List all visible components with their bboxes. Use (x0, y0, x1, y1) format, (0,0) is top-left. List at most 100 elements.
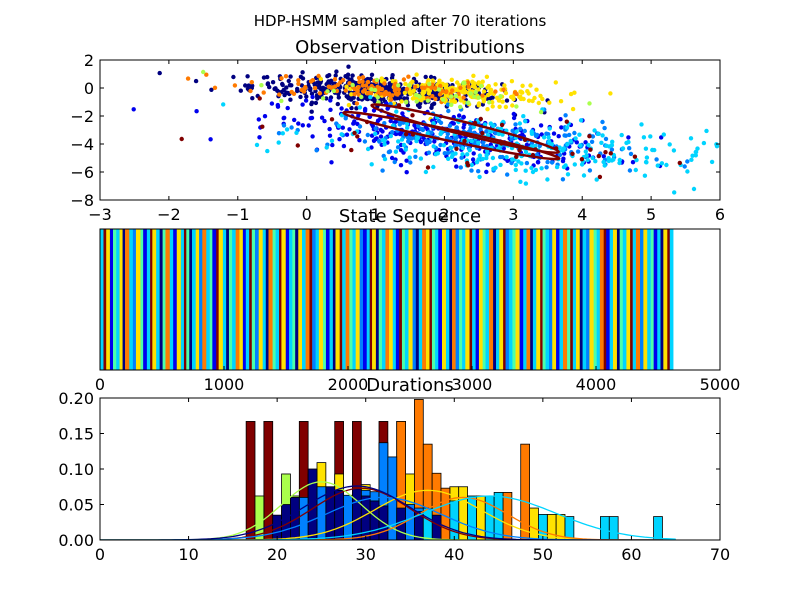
scatter-point (403, 81, 408, 87)
scatter-point (246, 83, 251, 88)
scatter-point (476, 103, 481, 108)
scatter-point (257, 96, 262, 101)
scatter-point (395, 92, 400, 97)
scatter-point (221, 102, 226, 107)
scatter-point (365, 146, 371, 152)
scatter-point (416, 123, 421, 129)
scatter-point (611, 157, 616, 162)
scatter-point (695, 146, 700, 151)
scatter-point (714, 144, 720, 149)
scatter-point (482, 122, 488, 127)
scatter-point (329, 138, 335, 143)
scatter-point (296, 81, 301, 86)
scatter-point (332, 77, 338, 82)
x-tick-label: 2 (439, 205, 449, 224)
scatter-point (787, 170, 791, 174)
scatter-point (315, 96, 320, 101)
state-segment (576, 229, 581, 370)
scatter-point (619, 132, 624, 138)
scatter-point (519, 161, 524, 166)
scatter-point (425, 165, 431, 170)
scatter-point (194, 109, 199, 114)
scatter-point (504, 98, 510, 103)
scatter-point (369, 162, 374, 167)
scatter-point (575, 149, 581, 154)
scatter-point (328, 98, 333, 103)
scatter-point (201, 69, 206, 75)
scatter-point (300, 70, 305, 75)
scatter-point (601, 154, 606, 159)
scatter-point (387, 81, 392, 86)
scatter-point (480, 79, 485, 84)
scatter-point (541, 135, 547, 140)
scatter-point (533, 133, 539, 139)
scatter-point (392, 96, 397, 101)
scatter-point (468, 91, 473, 96)
state-segment (459, 229, 463, 370)
scatter-point (276, 131, 282, 136)
scatter-point (365, 79, 371, 85)
state-sequence-x-ticks: 0 1000 2000 3000 4000 5000 (95, 366, 740, 394)
scatter-point (568, 138, 573, 144)
scatter-point (282, 92, 287, 98)
scatter-point (558, 99, 564, 104)
scatter-point (388, 133, 393, 139)
state-segment (302, 229, 306, 370)
scatter-point (382, 121, 387, 126)
scatter-point (465, 163, 471, 168)
scatter-point (349, 77, 354, 82)
scatter-point (513, 122, 518, 127)
x-tick-label: 4 (577, 205, 587, 224)
state-segment (530, 229, 534, 370)
state-segment (251, 229, 256, 370)
scatter-point (526, 91, 531, 96)
scatter-point (275, 88, 280, 93)
scatter-point (408, 91, 413, 97)
scatter-point (438, 131, 443, 137)
scatter-point (730, 165, 734, 169)
scatter-point (476, 157, 481, 162)
scatter-point (395, 145, 401, 150)
x-tick-label: 5000 (700, 375, 741, 394)
scatter-point (584, 153, 589, 158)
scatter-point (422, 85, 427, 90)
scatter-point (693, 153, 698, 158)
scatter-point (396, 139, 401, 144)
scatter-point (250, 96, 255, 101)
state-segment (545, 229, 550, 370)
state-segment (475, 229, 480, 370)
scatter-point (504, 155, 509, 160)
scatter-point (339, 113, 345, 118)
scatter-point (352, 92, 357, 97)
scatter-point (572, 162, 577, 167)
state-segment (325, 229, 330, 370)
scatter-point (627, 168, 633, 173)
scatter-point (417, 94, 422, 99)
state-segment (222, 229, 227, 370)
scatter-point (419, 98, 424, 103)
scatter-point (295, 143, 300, 148)
state-segment (366, 229, 370, 370)
state-segment (660, 229, 664, 370)
scatter-point (471, 73, 476, 78)
scatter-point (399, 99, 404, 104)
scatter-point (325, 89, 330, 94)
state-segment (401, 229, 406, 370)
state-segment (268, 229, 273, 370)
state-segment (465, 229, 470, 370)
x-tick-label: 40 (444, 545, 464, 564)
scatter-point (458, 165, 463, 170)
state-segment (262, 229, 267, 370)
scatter-point (639, 122, 644, 127)
state-segment (100, 229, 104, 370)
scatter-point (533, 167, 539, 173)
state-segment (630, 229, 633, 370)
scatter-point (644, 160, 649, 165)
scatter-point (518, 126, 523, 131)
scatter-point (333, 73, 338, 78)
y-tick-label: −6 (70, 163, 94, 182)
scatter-point (365, 91, 370, 96)
scatter-point (335, 101, 340, 107)
scatter-point (437, 92, 443, 97)
